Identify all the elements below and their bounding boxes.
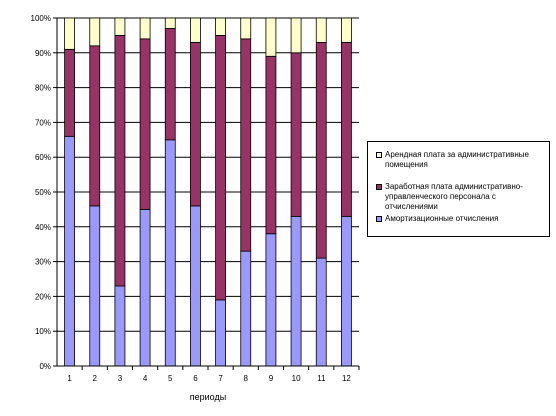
y-tick-label: 80% <box>35 84 51 93</box>
bar-segment-1-series-2 <box>64 48 75 137</box>
bar-segment-9-series-2 <box>265 55 277 235</box>
x-tick-label: 4 <box>143 374 148 383</box>
x-tick-label: 11 <box>317 374 326 383</box>
bar-segment-1-series-3 <box>64 17 75 50</box>
bar-segment-8-series-2 <box>240 38 252 252</box>
legend-label-depreciation: Амортизационные отчисления <box>385 214 499 223</box>
x-tick-label: 7 <box>218 374 223 383</box>
x-tick-label: 6 <box>193 374 198 383</box>
gridlines <box>57 17 359 332</box>
legend-swatch-salary <box>376 184 382 190</box>
x-tick-label: 1 <box>67 374 72 383</box>
bar-segment-5-series-1 <box>164 139 176 367</box>
y-tick-label: 40% <box>35 223 51 232</box>
bar-segment-3-series-1 <box>114 285 126 367</box>
x-tick-label: 5 <box>168 374 173 383</box>
bar-segment-10-series-2 <box>290 52 302 217</box>
bar-segment-5-series-2 <box>164 28 176 141</box>
bar-segment-10-series-1 <box>290 215 302 367</box>
y-tick-label: 90% <box>35 49 51 58</box>
bars <box>64 17 352 367</box>
legend: Арендная плата за административные помещ… <box>367 141 550 237</box>
bar-segment-8-series-1 <box>240 250 252 367</box>
bar-segment-2-series-2 <box>89 45 101 207</box>
bar-segment-7-series-1 <box>215 299 226 367</box>
y-tick-label: 60% <box>35 153 51 162</box>
legend-item-rent: Арендная плата за административные помещ… <box>376 150 546 170</box>
bar-segment-7-series-3 <box>215 17 226 36</box>
bar-segment-8-series-3 <box>240 17 252 40</box>
bar-segment-3-series-2 <box>114 35 126 287</box>
y-tick-label: 30% <box>35 258 51 267</box>
y-tick-label: 70% <box>35 118 51 127</box>
x-tick-label: 9 <box>269 374 274 383</box>
bar-segment-1-series-1 <box>64 135 75 367</box>
bar-segment-7-series-2 <box>215 35 226 301</box>
y-tick-label: 100% <box>31 14 51 23</box>
bar-segment-4-series-3 <box>139 17 151 40</box>
bar-segment-9-series-3 <box>265 17 277 57</box>
legend-swatch-depreciation <box>376 216 382 222</box>
legend-item-depreciation: Амортизационные отчисления <box>376 214 546 224</box>
bar-segment-11-series-1 <box>315 257 327 367</box>
bar-segment-12-series-2 <box>341 41 352 217</box>
x-axis-title: периоды <box>190 392 226 402</box>
bar-segment-6-series-3 <box>190 17 201 43</box>
y-tick-label: 10% <box>35 327 51 336</box>
bar-segment-10-series-3 <box>290 17 302 54</box>
x-tick-label: 12 <box>342 374 351 383</box>
bar-segment-11-series-2 <box>315 41 327 259</box>
y-tick-label: 0% <box>39 362 51 371</box>
bar-segment-3-series-3 <box>114 17 126 36</box>
bar-segment-6-series-2 <box>190 41 201 207</box>
bar-segment-11-series-3 <box>315 17 327 43</box>
legend-label-salary: Заработная плата административно-управле… <box>385 182 523 211</box>
legend-swatch-rent <box>376 152 382 158</box>
bar-segment-6-series-1 <box>190 205 201 367</box>
bar-segment-9-series-1 <box>265 233 277 367</box>
legend-item-salary: Заработная плата административно-управле… <box>376 182 546 212</box>
bar-segment-2-series-1 <box>89 205 101 367</box>
axes <box>53 17 360 370</box>
bar-segment-4-series-2 <box>139 38 151 210</box>
bar-segment-2-series-3 <box>89 17 101 47</box>
x-tick-label: 8 <box>244 374 249 383</box>
y-tick-label: 20% <box>35 292 51 301</box>
x-tick-label: 10 <box>292 374 301 383</box>
x-tick-label: 2 <box>93 374 98 383</box>
bar-segment-4-series-1 <box>139 208 151 367</box>
tick-labels: 0%10%20%30%40%50%60%70%80%90%100%1 2 3 4 5 6 7… <box>31 14 352 383</box>
bar-segment-12-series-1 <box>341 215 352 367</box>
y-tick-label: 50% <box>35 188 51 197</box>
legend-label-rent: Арендная плата за административные помещ… <box>385 150 529 169</box>
bar-segment-12-series-3 <box>341 17 352 43</box>
bar-segment-5-series-3 <box>164 17 176 29</box>
x-tick-label: 3 <box>118 374 123 383</box>
